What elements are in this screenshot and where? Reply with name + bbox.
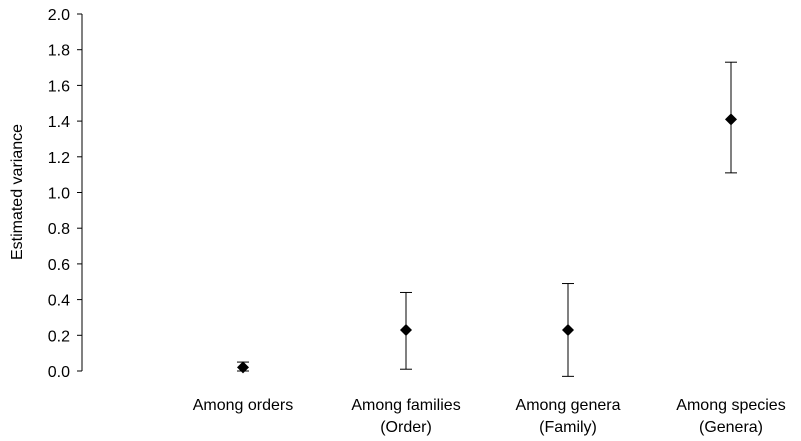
- x-category-label: Among orders: [193, 397, 294, 414]
- data-point-diamond: [562, 323, 574, 336]
- y-tick-label: 1.4: [48, 114, 70, 131]
- data-points: [237, 113, 737, 374]
- y-tick-label: 1.8: [48, 43, 70, 60]
- x-category-label: Among species (Genera): [676, 397, 785, 436]
- y-tick-label: 0.6: [48, 257, 70, 274]
- y-tick-label: 1.0: [48, 186, 70, 203]
- x-category-label-line: Among families: [351, 397, 460, 414]
- y-tick-label: 0.8: [48, 221, 70, 238]
- x-category-label-line: (Family): [539, 419, 597, 436]
- x-category-label-line: Among genera: [516, 397, 621, 414]
- x-category-label-line: Among species: [676, 397, 785, 414]
- error-bars: [237, 61, 737, 377]
- category-labels: Among orders Among families (Order) Among g…: [193, 397, 786, 436]
- x-category-label-line: Among orders: [193, 397, 294, 414]
- x-category-label: Among families (Order): [351, 397, 460, 436]
- y-axis-title: Estimated variance: [9, 124, 26, 260]
- x-category-label-line: (Order): [380, 419, 432, 436]
- y-tick-label: 2.0: [48, 7, 70, 24]
- y-tick-label: 0.0: [48, 364, 70, 381]
- y-tick-labels: 0.0 0.2 0.4 0.6 0.8 1.0 1.2 1.4 1.6 1.8 2.0: [48, 7, 70, 381]
- y-tick-label: 0.4: [48, 293, 70, 310]
- y-axis: [77, 13, 83, 372]
- y-tick-label: 0.2: [48, 328, 70, 345]
- data-point-diamond: [400, 323, 412, 336]
- y-tick-label: 1.6: [48, 78, 70, 95]
- x-category-label: Among genera (Family): [516, 397, 621, 436]
- data-point-diamond: [237, 361, 249, 374]
- y-tick-label: 1.2: [48, 150, 70, 167]
- data-point-diamond: [725, 113, 737, 126]
- x-category-label-line: (Genera): [699, 419, 763, 436]
